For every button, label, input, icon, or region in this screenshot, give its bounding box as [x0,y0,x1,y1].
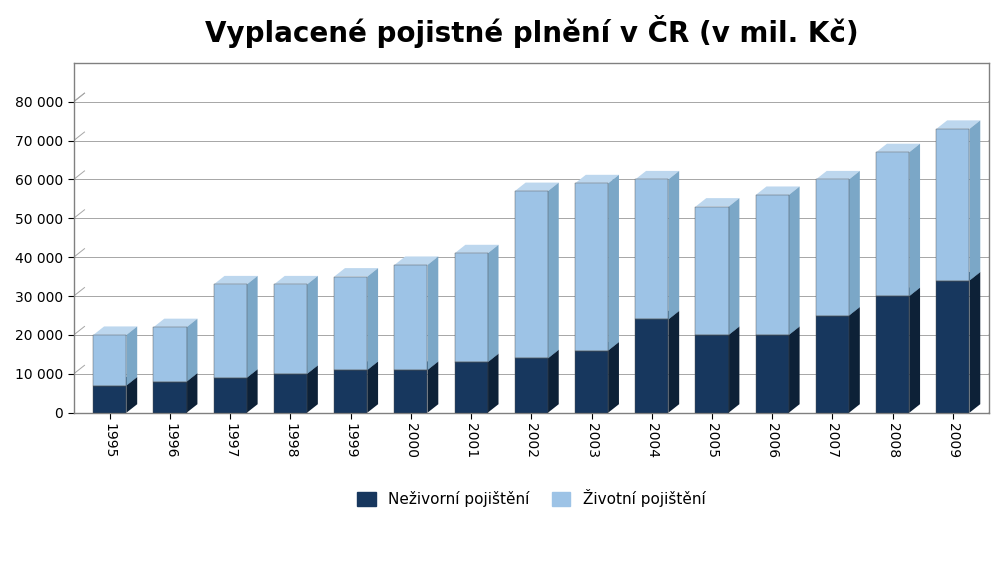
Polygon shape [515,191,548,358]
Polygon shape [608,342,618,413]
Polygon shape [153,318,198,327]
Polygon shape [247,369,258,413]
Polygon shape [214,276,258,285]
Polygon shape [334,277,367,370]
Polygon shape [307,365,318,413]
Polygon shape [454,362,487,413]
Polygon shape [93,327,137,335]
Legend: Neživorní pojištění, Životní pojištění: Neživorní pojištění, Životní pojištění [351,483,711,514]
Polygon shape [187,318,198,382]
Polygon shape [367,361,378,413]
Polygon shape [427,361,438,413]
Polygon shape [548,182,559,358]
Polygon shape [728,327,738,413]
Polygon shape [247,276,258,378]
Polygon shape [394,256,438,265]
Polygon shape [153,373,198,382]
Polygon shape [876,144,919,152]
Polygon shape [849,171,859,315]
Polygon shape [454,354,498,362]
Polygon shape [487,245,498,362]
Polygon shape [274,285,307,374]
Polygon shape [755,195,788,335]
Polygon shape [126,377,137,413]
Polygon shape [668,311,678,413]
Polygon shape [936,272,979,281]
Polygon shape [274,276,318,285]
Polygon shape [575,184,608,350]
Polygon shape [608,175,618,350]
Polygon shape [454,253,487,362]
Polygon shape [515,182,559,191]
Polygon shape [394,370,427,413]
Polygon shape [635,171,678,180]
Polygon shape [126,327,137,386]
Polygon shape [728,198,738,335]
Polygon shape [307,276,318,374]
Polygon shape [334,370,367,413]
Polygon shape [334,361,378,370]
Polygon shape [575,175,618,184]
Polygon shape [936,129,969,281]
Polygon shape [755,335,788,413]
Polygon shape [214,369,258,378]
Polygon shape [427,256,438,370]
Polygon shape [969,272,979,413]
Polygon shape [635,311,678,320]
Polygon shape [876,296,909,413]
Polygon shape [755,187,798,195]
Polygon shape [394,265,427,370]
Polygon shape [334,268,378,277]
Polygon shape [454,245,498,253]
Polygon shape [695,207,728,335]
Polygon shape [487,354,498,413]
Polygon shape [635,320,668,413]
Polygon shape [755,327,798,335]
Polygon shape [214,285,247,378]
Polygon shape [515,358,548,413]
Polygon shape [93,335,126,386]
Polygon shape [876,288,919,296]
Polygon shape [274,374,307,413]
Polygon shape [815,307,859,315]
Polygon shape [153,327,187,382]
Polygon shape [668,171,678,320]
Polygon shape [214,378,247,413]
Polygon shape [515,350,559,358]
Polygon shape [849,307,859,413]
Polygon shape [153,382,187,413]
Polygon shape [93,377,137,386]
Polygon shape [815,171,859,180]
Polygon shape [815,180,849,315]
Polygon shape [187,373,198,413]
Polygon shape [548,350,559,413]
Polygon shape [93,386,126,413]
Title: Vyplacené pojistné plnění v ČR (v mil. Kč): Vyplacené pojistné plnění v ČR (v mil. K… [205,15,858,48]
Polygon shape [815,315,849,413]
Polygon shape [695,335,728,413]
Polygon shape [969,120,979,281]
Polygon shape [936,120,979,129]
Polygon shape [909,144,919,296]
Polygon shape [936,281,969,413]
Polygon shape [394,361,438,370]
Polygon shape [876,152,909,296]
Polygon shape [274,365,318,374]
Polygon shape [575,342,618,350]
Polygon shape [367,268,378,370]
Polygon shape [695,327,738,335]
Polygon shape [788,327,798,413]
Polygon shape [788,187,798,335]
Polygon shape [575,350,608,413]
Polygon shape [909,288,919,413]
Polygon shape [695,198,738,207]
Polygon shape [635,180,668,320]
